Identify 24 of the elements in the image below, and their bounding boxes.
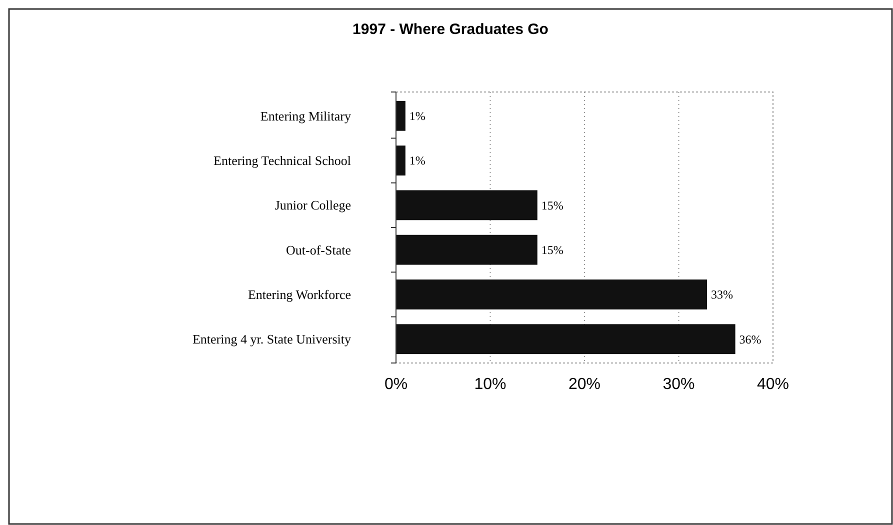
data-label: 1% (409, 154, 426, 168)
bar (396, 234, 538, 265)
y-tick-label: Entering 4 yr. State University (192, 332, 352, 347)
data-label: 1% (409, 109, 426, 124)
y-tick-label: Entering Military (260, 108, 352, 124)
x-tick-label: 30% (662, 376, 695, 393)
bar (396, 190, 538, 220)
y-tick-label: Entering Workforce (248, 287, 352, 302)
y-tick-label: Junior College (274, 198, 352, 213)
data-label: 15% (541, 243, 564, 258)
y-tick-label: Entering Technical School (214, 153, 352, 168)
data-label: 15% (541, 198, 564, 212)
x-tick-label: 20% (568, 376, 601, 393)
bar (396, 280, 708, 310)
bar (396, 146, 406, 176)
x-tick-label: 10% (474, 376, 506, 393)
bar (396, 100, 406, 131)
data-label: 36% (739, 332, 762, 346)
data-label: 33% (711, 288, 734, 302)
bar (396, 324, 736, 354)
x-tick-label: 40% (756, 376, 790, 393)
x-tick-label: 0% (384, 376, 408, 393)
y-tick-label: Out-of-State (286, 242, 352, 258)
chart-title: 1997 - Where Graduates Go (352, 21, 548, 38)
